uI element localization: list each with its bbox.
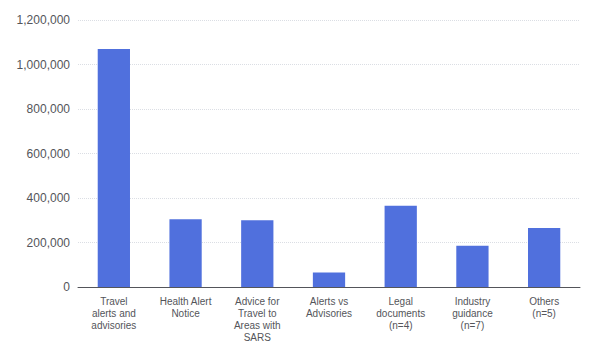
svg-text:400,000: 400,000	[27, 191, 71, 205]
svg-text:(n=7): (n=7)	[461, 320, 485, 331]
svg-text:600,000: 600,000	[27, 147, 71, 161]
svg-text:advisories: advisories	[91, 320, 136, 331]
svg-text:800,000: 800,000	[27, 102, 71, 116]
svg-text:Industry: Industry	[455, 296, 491, 307]
svg-text:alerts and: alerts and	[92, 308, 136, 319]
svg-text:guidance: guidance	[452, 308, 493, 319]
svg-text:Alerts vs: Alerts vs	[310, 296, 348, 307]
svg-text:Advisories: Advisories	[306, 308, 352, 319]
svg-text:Travel: Travel	[100, 296, 127, 307]
svg-text:Others: Others	[529, 296, 559, 307]
svg-text:1,200,000: 1,200,000	[17, 13, 71, 27]
svg-text:200,000: 200,000	[27, 236, 71, 250]
svg-text:Notice: Notice	[171, 308, 200, 319]
svg-text:Areas with: Areas with	[234, 320, 281, 331]
svg-text:Travel to: Travel to	[238, 308, 277, 319]
svg-text:1,000,000: 1,000,000	[17, 58, 71, 72]
svg-text:(n=5): (n=5)	[532, 308, 556, 319]
svg-text:0: 0	[63, 280, 70, 294]
svg-text:Advice for: Advice for	[235, 296, 280, 307]
svg-text:Health Alert: Health Alert	[160, 296, 212, 307]
svg-text:Legal: Legal	[388, 296, 412, 307]
svg-text:(n=4): (n=4)	[389, 320, 413, 331]
svg-text:documents: documents	[376, 308, 425, 319]
svg-text:SARS: SARS	[244, 332, 272, 343]
